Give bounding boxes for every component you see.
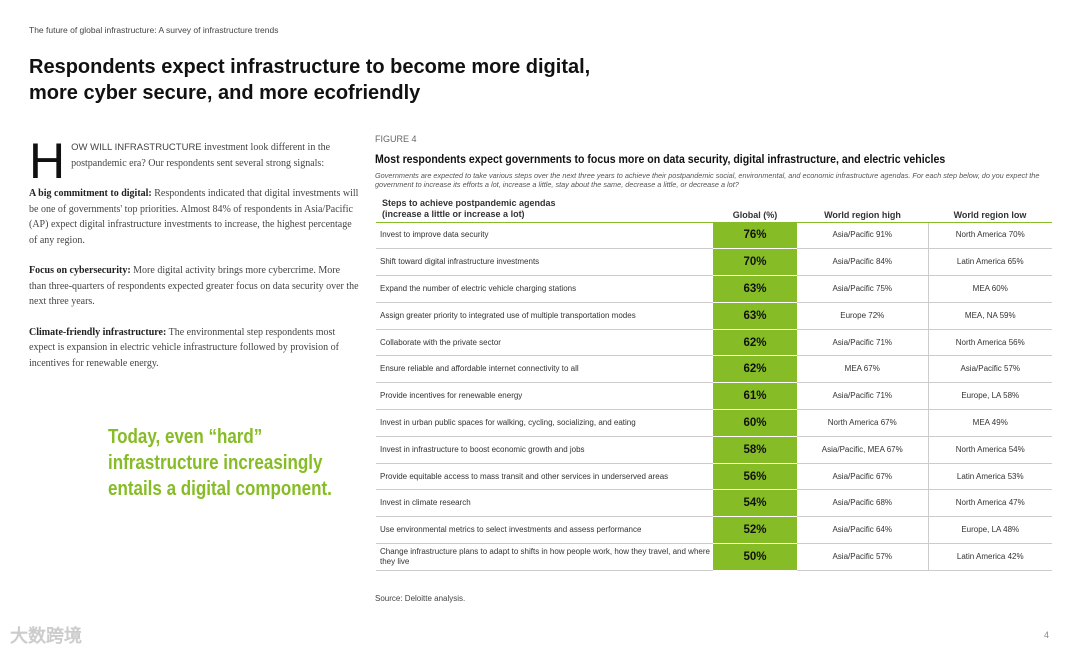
- region-low-cell: Europe, LA 58%: [928, 382, 1052, 411]
- region-high-cell: Asia/Pacific 91%: [797, 222, 929, 250]
- agenda-table: Steps to achieve postpandemic agendas (in…: [376, 195, 1052, 571]
- region-high-cell: Asia/Pacific 75%: [797, 275, 929, 303]
- region-low-cell: MEA, NA 59%: [928, 302, 1052, 330]
- region-high-cell: Asia/Pacific 71%: [797, 329, 929, 357]
- paragraph-text: More digital activity brings more cyberc…: [29, 265, 359, 307]
- step-cell: Provide incentives for renewable energy: [376, 382, 713, 411]
- region-low-cell: Asia/Pacific 57%: [928, 355, 1052, 384]
- intro-rest: investment look different in the postpan…: [71, 142, 331, 169]
- region-low-cell: Europe, LA 48%: [928, 516, 1052, 545]
- quote-line: infrastructure increasingly: [108, 452, 323, 474]
- table-row: Use environmental metrics to select inve…: [376, 516, 1052, 545]
- global-cell: 60%: [713, 409, 797, 437]
- region-low-cell: MEA 60%: [928, 275, 1052, 303]
- table-row: Invest in climate research 54% Asia/Pacifi…: [376, 489, 1052, 518]
- region-high-cell: Asia/Pacific 67%: [797, 463, 929, 491]
- global-cell: 50%: [713, 543, 797, 571]
- region-high-cell: Asia/Pacific 57%: [797, 543, 929, 571]
- figure-label: FIGURE 4: [375, 134, 417, 144]
- page-title: Respondents expect infrastructure to bec…: [29, 54, 649, 106]
- region-high-cell: MEA 67%: [797, 355, 929, 384]
- paragraph-text: The environmental step respondents most …: [29, 326, 339, 369]
- global-cell: 54%: [713, 489, 797, 518]
- region-high-cell: Asia/Pacific 84%: [797, 248, 929, 277]
- region-high-cell: Asia/Pacific, MEA 67%: [797, 436, 929, 464]
- table-row: Invest to improve data security 76% Asia/P…: [376, 222, 1052, 250]
- region-low-cell: North America 56%: [928, 329, 1052, 357]
- paragraph: A big commitment to digital: Respondents…: [29, 186, 359, 248]
- paragraph: Focus on cybersecurity: More digital act…: [29, 263, 359, 310]
- col-header-global: Global (%): [713, 195, 797, 223]
- global-cell: 62%: [713, 329, 797, 357]
- global-cell: 76%: [713, 222, 797, 250]
- step-cell: Ensure reliable and affordable internet …: [376, 355, 713, 384]
- intro-text: H OW WILL INFRASTRUCTURE investment look …: [29, 133, 359, 386]
- step-cell: Invest to improve data security: [376, 222, 713, 250]
- region-low-cell: Latin America 42%: [928, 543, 1052, 571]
- table-row: Change infrastructure plans to adapt to …: [376, 543, 1052, 571]
- col-header-steps: Steps to achieve postpandemic agendas (in…: [376, 195, 713, 223]
- pull-quote: Today, even “hard” infrastructure increa…: [108, 424, 332, 502]
- region-low-cell: Latin America 53%: [928, 463, 1052, 491]
- paragraph-lead: Climate-friendly infrastructure:: [29, 326, 167, 338]
- table-row: Provide equitable access to mass transit…: [376, 463, 1052, 491]
- step-cell: Shift toward digital infrastructure inve…: [376, 248, 713, 277]
- step-cell: Invest in climate research: [376, 489, 713, 518]
- paragraph-text: Respondents indicated that digital inves…: [29, 188, 359, 246]
- step-cell: Invest in infrastructure to boost econom…: [376, 436, 713, 464]
- running-head: The future of global infrastructure: A s…: [29, 25, 279, 35]
- title-line: more cyber secure, and more ecofriendly: [29, 82, 421, 104]
- intro-caps: OW WILL INFRASTRUCTURE: [71, 142, 202, 153]
- global-cell: 61%: [713, 382, 797, 411]
- table-row: Expand the number of electric vehicle ch…: [376, 275, 1052, 303]
- quote-line: entails a digital component.: [108, 478, 332, 500]
- watermark: 大数跨境: [10, 626, 82, 646]
- paragraph-lead: Focus on cybersecurity:: [29, 265, 131, 276]
- table-row: Collaborate with the private sector 62% As…: [376, 329, 1052, 357]
- page-number: 4: [1044, 630, 1050, 640]
- step-cell: Use environmental metrics to select inve…: [376, 516, 713, 545]
- drop-cap: H: [29, 133, 66, 189]
- table-row: Ensure reliable and affordable internet …: [376, 355, 1052, 384]
- global-cell: 56%: [713, 463, 797, 491]
- source-note: Source: Deloitte analysis.: [375, 594, 466, 603]
- global-cell: 62%: [713, 355, 797, 384]
- quote-line: Today, even “hard”: [108, 426, 263, 448]
- step-cell: Assign greater priority to integrated us…: [376, 302, 713, 330]
- table-row: Provide incentives for renewable energy 6…: [376, 382, 1052, 411]
- header-line: (increase a little or increase a lot): [382, 208, 525, 219]
- global-cell: 58%: [713, 436, 797, 464]
- step-cell: Collaborate with the private sector: [376, 329, 713, 357]
- region-high-cell: Asia/Pacific 64%: [797, 516, 929, 545]
- region-high-cell: Asia/Pacific 71%: [797, 382, 929, 411]
- region-low-cell: North America 47%: [928, 489, 1052, 518]
- paragraph: Climate-friendly infrastructure: The env…: [29, 325, 359, 372]
- region-high-cell: North America 67%: [797, 409, 929, 437]
- region-low-cell: Latin America 65%: [928, 248, 1052, 277]
- global-cell: 63%: [713, 275, 797, 303]
- step-cell: Expand the number of electric vehicle ch…: [376, 275, 713, 303]
- title-line: Respondents expect infrastructure to bec…: [29, 56, 591, 78]
- table-row: Shift toward digital infrastructure inve…: [376, 248, 1052, 277]
- header-line: Steps to achieve postpandemic agendas: [382, 197, 556, 208]
- col-header-low: World region low: [928, 195, 1052, 223]
- global-cell: 63%: [713, 302, 797, 330]
- step-cell: Change infrastructure plans to adapt to …: [376, 543, 713, 571]
- col-header-high: World region high: [797, 195, 928, 223]
- region-low-cell: North America 70%: [928, 222, 1052, 250]
- step-cell: Invest in urban public spaces for walkin…: [376, 409, 713, 437]
- paragraph-lead: A big commitment to digital:: [29, 188, 152, 199]
- figure-title: Most respondents expect governments to f…: [375, 152, 946, 166]
- table-row: Invest in infrastructure to boost econom…: [376, 436, 1052, 464]
- region-high-cell: Europe 72%: [797, 302, 929, 330]
- region-low-cell: MEA 49%: [928, 409, 1052, 437]
- table-row: Invest in urban public spaces for walkin…: [376, 409, 1052, 437]
- step-cell: Provide equitable access to mass transit…: [376, 463, 713, 491]
- figure-subtitle: Governments are expected to take various…: [375, 171, 1040, 189]
- region-high-cell: Asia/Pacific 68%: [797, 489, 929, 518]
- global-cell: 70%: [713, 248, 797, 277]
- region-low-cell: North America 54%: [928, 436, 1052, 464]
- table-row: Assign greater priority to integrated us…: [376, 302, 1052, 330]
- global-cell: 52%: [713, 516, 797, 545]
